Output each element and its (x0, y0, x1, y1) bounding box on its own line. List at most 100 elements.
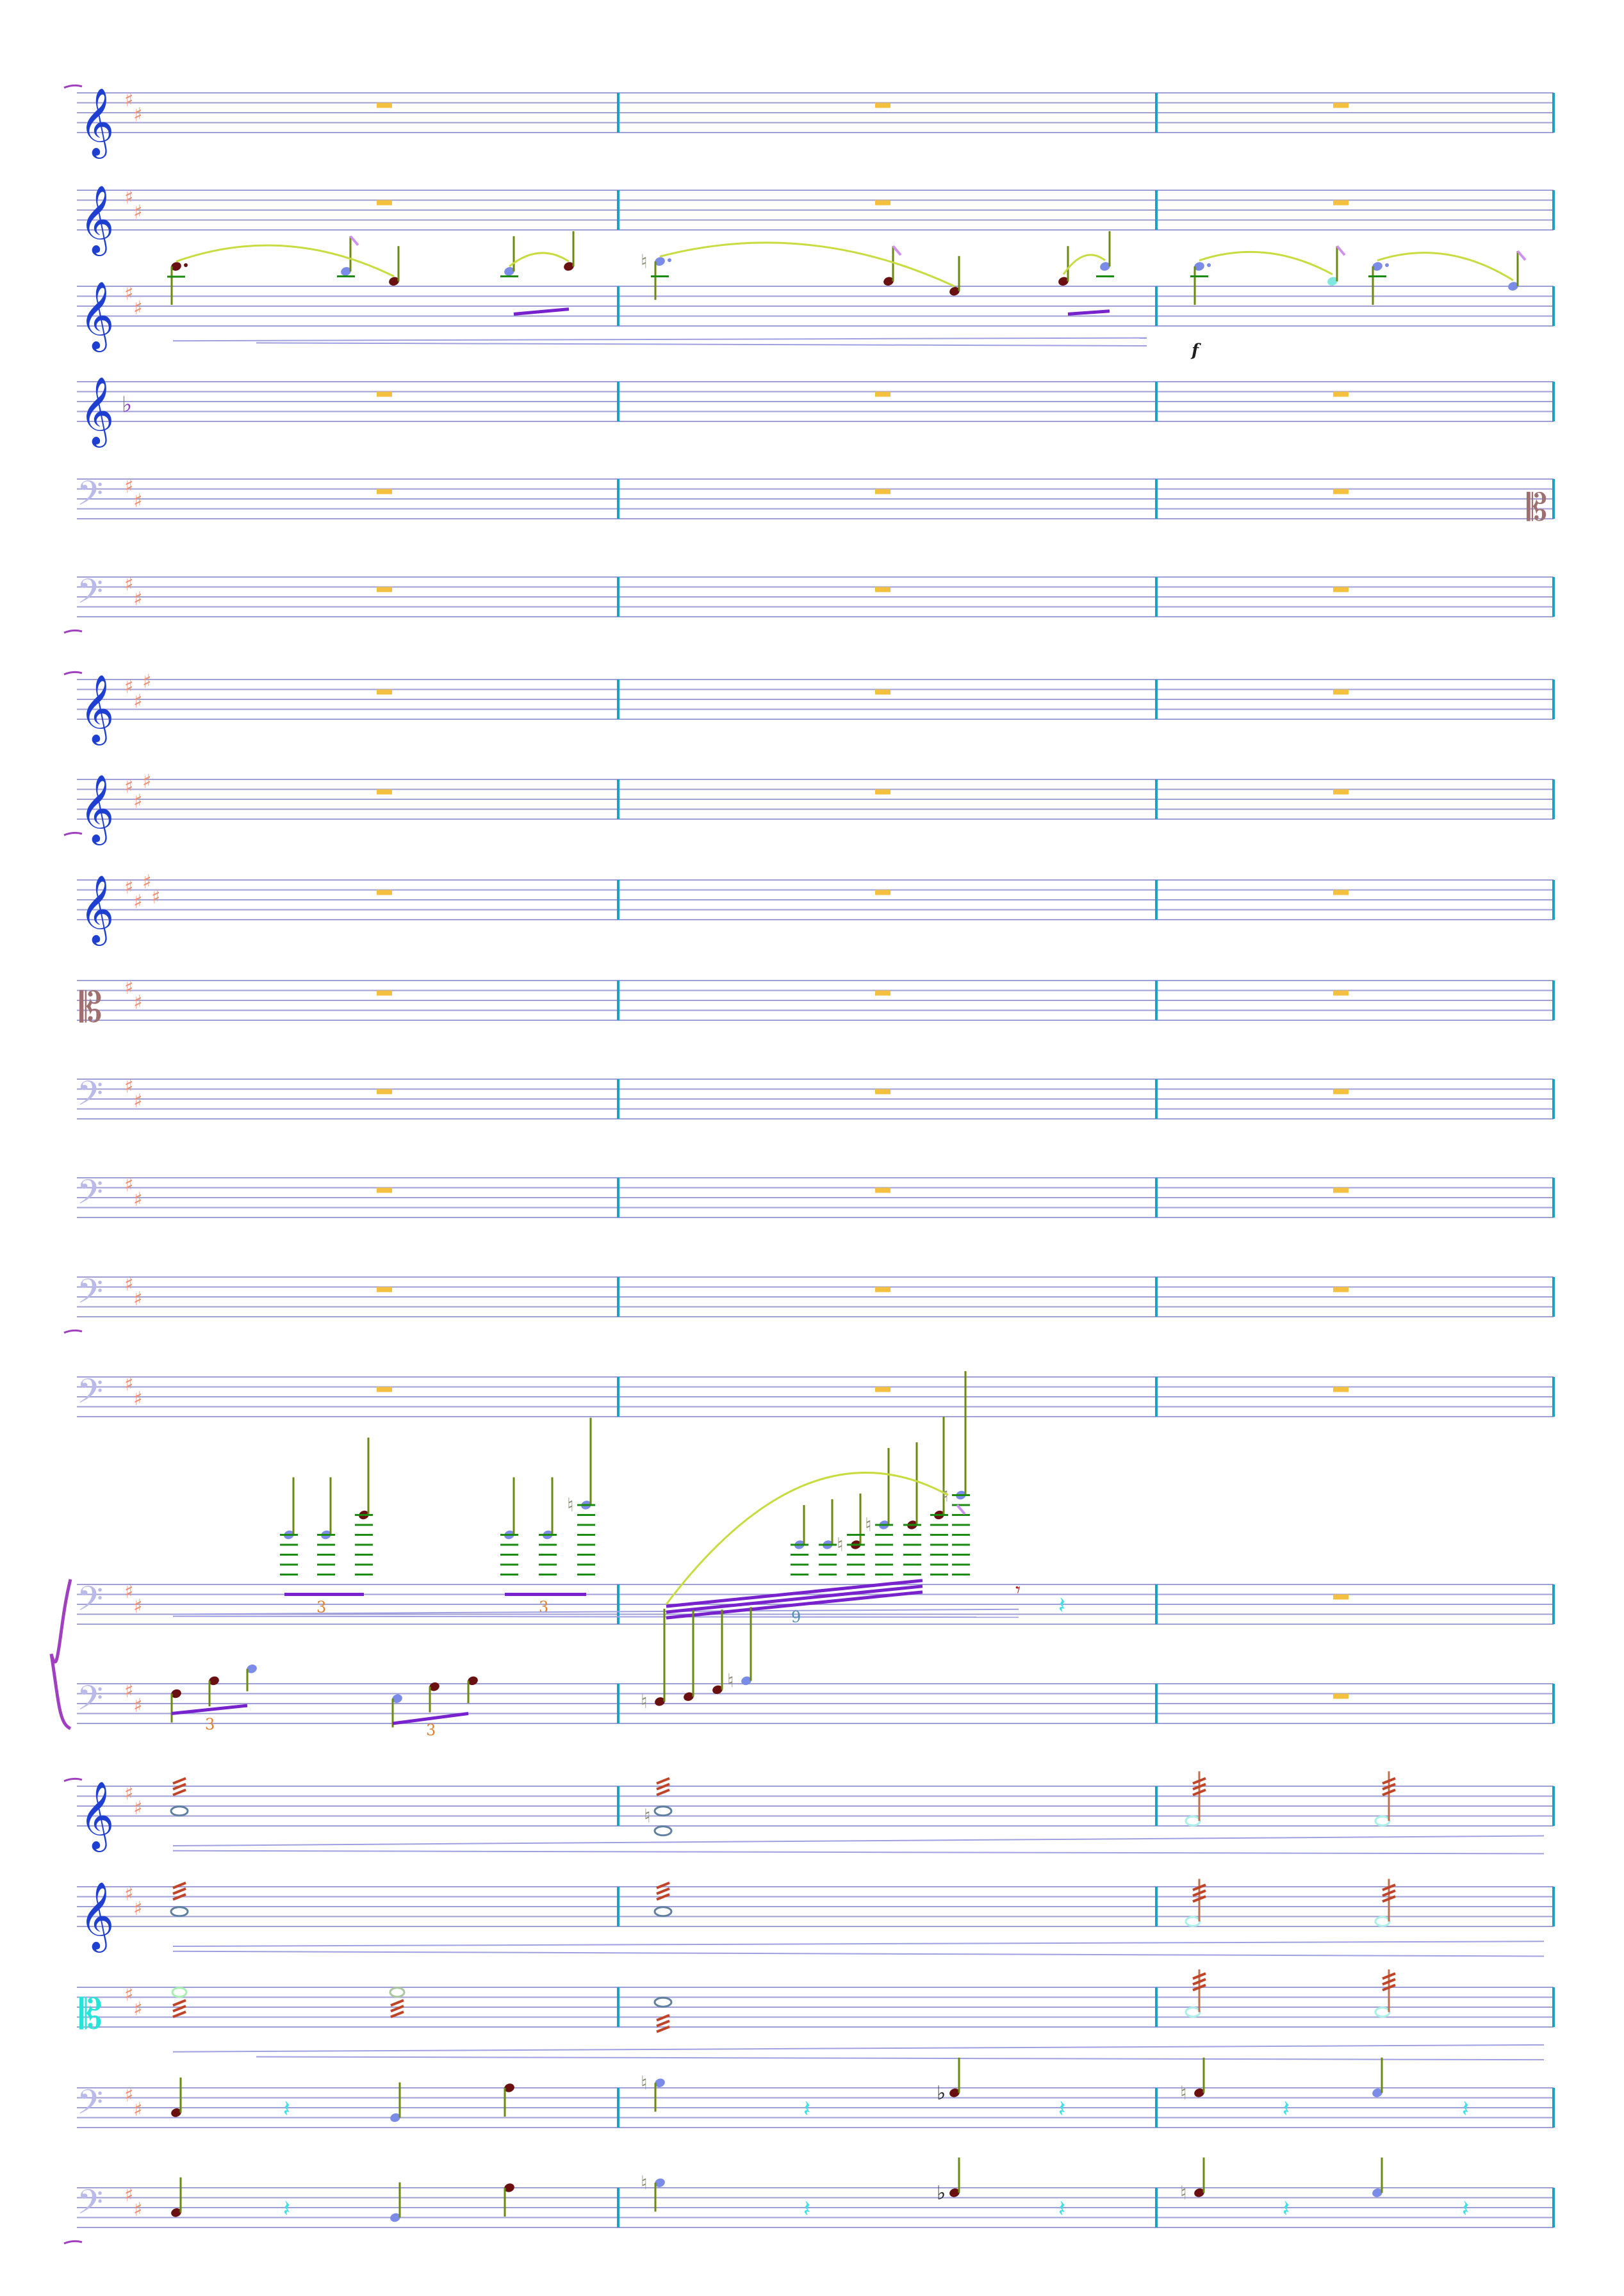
natural-sign: ♮ (865, 1514, 872, 1536)
sharp-sign: ♯ (124, 1782, 134, 1805)
whole-rest (875, 990, 890, 996)
notehead (504, 2083, 514, 2092)
tremolo-stroke (1192, 1788, 1206, 1796)
augmentation-dot (184, 263, 188, 267)
tuplet-number: 3 (316, 1598, 326, 1616)
staff-6: 𝄢 ♯♯ (77, 573, 1555, 620)
tremolo-stroke (1382, 1889, 1396, 1897)
note (171, 2177, 182, 2217)
note (390, 2082, 401, 2122)
whole-rest (377, 1387, 392, 1392)
flag (892, 245, 902, 256)
notehead (655, 1697, 665, 1706)
notehead (949, 2188, 960, 2197)
tuplet-number: 3 (539, 1598, 548, 1616)
note (500, 236, 518, 277)
whole-rest (377, 200, 392, 206)
half-note (1374, 2007, 1391, 2018)
staff-21: 𝄢 ♯♯ (77, 2183, 1555, 2231)
tremolo-stroke (1192, 1983, 1206, 1992)
flag (349, 235, 359, 247)
sharp-sign: ♯ (124, 1983, 134, 2006)
beam (171, 1704, 248, 1715)
whole-note (653, 1996, 673, 2008)
sharp-sign: ♯ (124, 2084, 134, 2106)
natural-sign: ♮ (1180, 2182, 1187, 2204)
hairpin-line (172, 1850, 1545, 1855)
notehead (712, 1685, 723, 1694)
bass-clef-icon: 𝄢 (77, 1580, 103, 1627)
sharp-sign: ♯ (124, 1174, 134, 1196)
natural-sign: ♮ (837, 1534, 844, 1556)
eighth-rest-icon: 𝄾 (1015, 1579, 1021, 1602)
whole-rest (377, 1287, 392, 1292)
notehead (949, 2088, 960, 2097)
whole-rest (875, 1187, 890, 1193)
staff-5: 𝄢 ♯♯ (77, 475, 1555, 522)
whole-rest (1333, 1693, 1349, 1699)
notehead (390, 2113, 400, 2122)
bass-clef-icon: 𝄢 (77, 573, 103, 620)
notehead (389, 277, 399, 286)
whole-note (170, 1906, 189, 1917)
tremolo-stroke (656, 1882, 670, 1889)
piano-brace (49, 1579, 72, 1730)
treble-clef-icon: 𝄞 (79, 184, 114, 256)
sharp-sign: ♯ (124, 1075, 134, 1098)
whole-rest (1333, 689, 1349, 695)
notehead (1100, 262, 1110, 271)
note: ♮ (942, 1371, 967, 1507)
natural-sign: ♮ (567, 1494, 574, 1517)
alto-clef-icon: 𝄡 (79, 1991, 103, 2039)
half-note (1374, 1916, 1391, 1927)
notehead (883, 277, 894, 286)
note: ♮ (567, 1417, 592, 1517)
notehead (504, 2183, 514, 2192)
hairpin-line (172, 1941, 1545, 1947)
notehead (247, 1665, 257, 1673)
whole-rest (1333, 200, 1349, 206)
bracket-hook (63, 629, 83, 634)
natural-sign: ♮ (641, 250, 648, 273)
whole-rest (1333, 789, 1349, 795)
slur (1062, 254, 1106, 275)
whole-rest (377, 1089, 392, 1095)
tremolo-stroke (1382, 1782, 1396, 1791)
note (429, 1682, 439, 1713)
notehead (1508, 282, 1518, 291)
sharp-sign: ♯ (133, 1388, 143, 1410)
note (1368, 262, 1389, 305)
hairpin-line (172, 337, 1147, 342)
tremolo-stroke (1192, 1777, 1206, 1785)
note: ♮ (865, 1448, 890, 1536)
whole-rest (875, 1287, 890, 1292)
sharp-sign: ♯ (133, 1288, 143, 1310)
augmentation-dot (1385, 263, 1389, 267)
natural-sign: ♮ (644, 1805, 651, 1828)
notehead (1194, 2088, 1204, 2097)
notehead (564, 262, 574, 271)
bass-clef-icon: 𝄢 (77, 2083, 103, 2131)
slur (665, 1471, 949, 1605)
half-note (171, 1987, 188, 1998)
notehead (684, 1692, 694, 1701)
whole-rest (875, 587, 890, 592)
note (390, 2182, 401, 2222)
note (1190, 262, 1211, 305)
note (171, 2077, 182, 2117)
natural-sign: ♮ (942, 1485, 949, 1507)
slur (659, 241, 955, 288)
sharp-sign: ♯ (151, 886, 161, 908)
tremolo-stroke (1192, 1895, 1206, 1903)
whole-rest (377, 890, 392, 895)
sharp-sign: ♯ (124, 89, 134, 111)
natural-sign: ♮ (641, 2172, 648, 2194)
tremolo-stroke (172, 1782, 186, 1791)
notehead (655, 2078, 665, 2087)
note (504, 2183, 514, 2217)
tremolo-stroke (172, 1788, 186, 1796)
whole-rest (377, 789, 392, 795)
hairpin-line (172, 1950, 1545, 1957)
staff-18: 𝄞 ♯♯ (77, 1881, 1555, 1953)
hairpin-line (172, 1835, 1545, 1846)
